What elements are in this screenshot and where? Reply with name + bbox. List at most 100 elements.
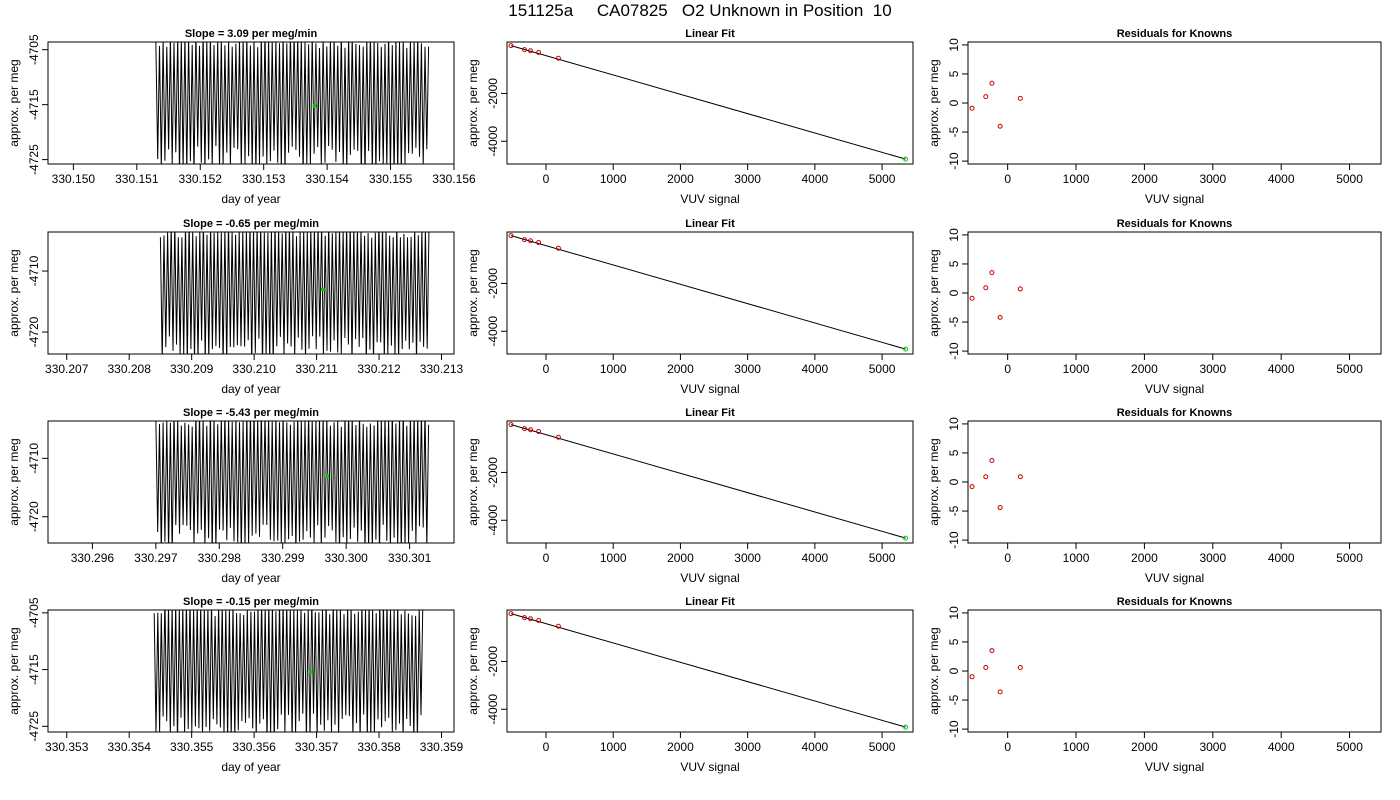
y-axis-label: approx. per meg <box>7 59 21 146</box>
panel-residuals-row-3: Residuals for Knowns VUV signal approx. pe… <box>927 407 1382 585</box>
known-point <box>555 434 561 440</box>
y-tick-label: -4725 <box>27 144 41 175</box>
y-tick-label: -2000 <box>486 268 500 299</box>
y-tick-label: -4710 <box>27 443 41 474</box>
x-axis-label: day of year <box>221 192 280 206</box>
y-tick-label: -10 <box>947 531 961 549</box>
residual-point <box>989 648 995 654</box>
y-axis-label: approx. per meg <box>466 249 480 336</box>
x-tick-label: 0 <box>543 362 550 376</box>
page-title: 151125a CA07825 O2 Unknown in Position 1… <box>508 1 892 20</box>
plot-frame <box>967 420 1382 544</box>
panel-residuals-row-2: Residuals for Knowns VUV signal approx. pe… <box>927 218 1382 396</box>
panel-linear-fit-row-1: Linear Fit VUV signal approx. per meg 0 1000… <box>466 28 914 206</box>
x-axis-label: day of year <box>221 571 280 585</box>
x-tick-label: 5000 <box>1336 172 1363 186</box>
data-trace <box>153 610 424 732</box>
y-tick-label: -5 <box>947 316 961 327</box>
y-tick-label: -4715 <box>27 654 41 685</box>
x-tick-label: 0 <box>1004 362 1011 376</box>
x-tick-label: 330.358 <box>357 740 401 754</box>
x-tick-label: 2000 <box>667 172 694 186</box>
x-tick-label: 1000 <box>600 740 627 754</box>
residual-point <box>983 474 989 480</box>
x-tick-label: 3000 <box>1199 740 1226 754</box>
panel-linear-fit-row-2: Linear Fit VUV signal approx. per meg 0 1000… <box>466 218 914 396</box>
unknown-point <box>903 346 909 352</box>
x-tick-label: 0 <box>1004 551 1011 565</box>
x-tick-label: 2000 <box>667 551 694 565</box>
y-tick-label: 0 <box>947 99 961 106</box>
y-axis-label: approx. per meg <box>927 249 941 336</box>
x-tick-label: 4000 <box>1268 362 1295 376</box>
residual-point <box>989 80 995 86</box>
fit-line <box>510 235 906 350</box>
y-tick-label: -5 <box>947 694 961 705</box>
x-tick-label: 330.354 <box>108 740 152 754</box>
y-tick-label: 10 <box>947 606 961 620</box>
y-tick-label: 0 <box>947 289 961 296</box>
fit-line <box>510 424 906 539</box>
residual-point <box>997 314 1003 320</box>
x-tick-label: 4000 <box>802 551 829 565</box>
x-tick-label: 4000 <box>802 740 829 754</box>
y-tick-label: -2000 <box>486 78 500 109</box>
x-tick-label: 1000 <box>600 172 627 186</box>
x-axis-label: VUV signal <box>1145 571 1204 585</box>
y-tick-label: 10 <box>947 228 961 242</box>
unknown-marker <box>308 669 313 674</box>
x-tick-label: 1000 <box>1063 362 1090 376</box>
residual-point <box>1017 665 1023 671</box>
plot-frame <box>47 41 455 165</box>
residual-point <box>969 484 975 490</box>
x-tick-label: 3000 <box>1199 551 1226 565</box>
x-tick-label: 5000 <box>869 172 896 186</box>
y-tick-label: -4720 <box>27 316 41 347</box>
plot-frame <box>506 41 914 165</box>
unknown-marker <box>320 287 325 292</box>
x-tick-label: 3000 <box>1199 362 1226 376</box>
plot-area <box>508 611 909 730</box>
y-tick-label: 10 <box>947 38 961 52</box>
x-tick-label: 4000 <box>1268 172 1295 186</box>
x-tick-label: 4000 <box>802 362 829 376</box>
residual-point <box>997 689 1003 695</box>
panel-title: Linear Fit <box>685 218 735 230</box>
x-tick-label: 330.298 <box>198 551 242 565</box>
panel-title: Residuals for Knowns <box>1117 28 1233 40</box>
x-tick-label: 1000 <box>1063 172 1090 186</box>
known-point <box>521 237 527 243</box>
x-tick-label: 2000 <box>667 362 694 376</box>
panel-title: Linear Fit <box>685 407 735 419</box>
panel-title: Slope = 3.09 per meg/min <box>185 28 318 40</box>
x-tick-label: 330.151 <box>115 172 159 186</box>
panel-time-series-row-4: Slope = -0.15 per meg/min day of year appr… <box>7 596 464 774</box>
plot-area <box>508 43 909 162</box>
known-point <box>528 48 534 54</box>
y-tick-label: -5 <box>947 126 961 137</box>
residual-point <box>983 665 989 671</box>
panel-title: Slope = -0.65 per meg/min <box>183 218 319 230</box>
panel-title: Linear Fit <box>685 596 735 608</box>
x-tick-label: 0 <box>1004 172 1011 186</box>
x-tick-label: 5000 <box>869 551 896 565</box>
x-tick-label: 5000 <box>869 740 896 754</box>
y-tick-label: -4710 <box>27 255 41 286</box>
x-axis-label: VUV signal <box>680 571 739 585</box>
plot-area <box>155 421 430 543</box>
y-tick-label: 5 <box>947 260 961 267</box>
x-axis-label: VUV signal <box>1145 760 1204 774</box>
plot-area <box>969 270 1023 320</box>
y-tick-label: -4720 <box>27 501 41 532</box>
x-axis-label: day of year <box>221 760 280 774</box>
x-axis-label: VUV signal <box>1145 192 1204 206</box>
x-tick-label: 3000 <box>1199 172 1226 186</box>
x-tick-label: 330.357 <box>295 740 339 754</box>
y-axis-label: approx. per meg <box>7 249 21 336</box>
x-tick-label: 330.155 <box>369 172 413 186</box>
x-tick-label: 0 <box>543 740 550 754</box>
x-tick-label: 330.208 <box>108 362 152 376</box>
plot-frame <box>47 231 455 355</box>
x-axis-label: VUV signal <box>680 192 739 206</box>
plot-area <box>969 458 1023 511</box>
